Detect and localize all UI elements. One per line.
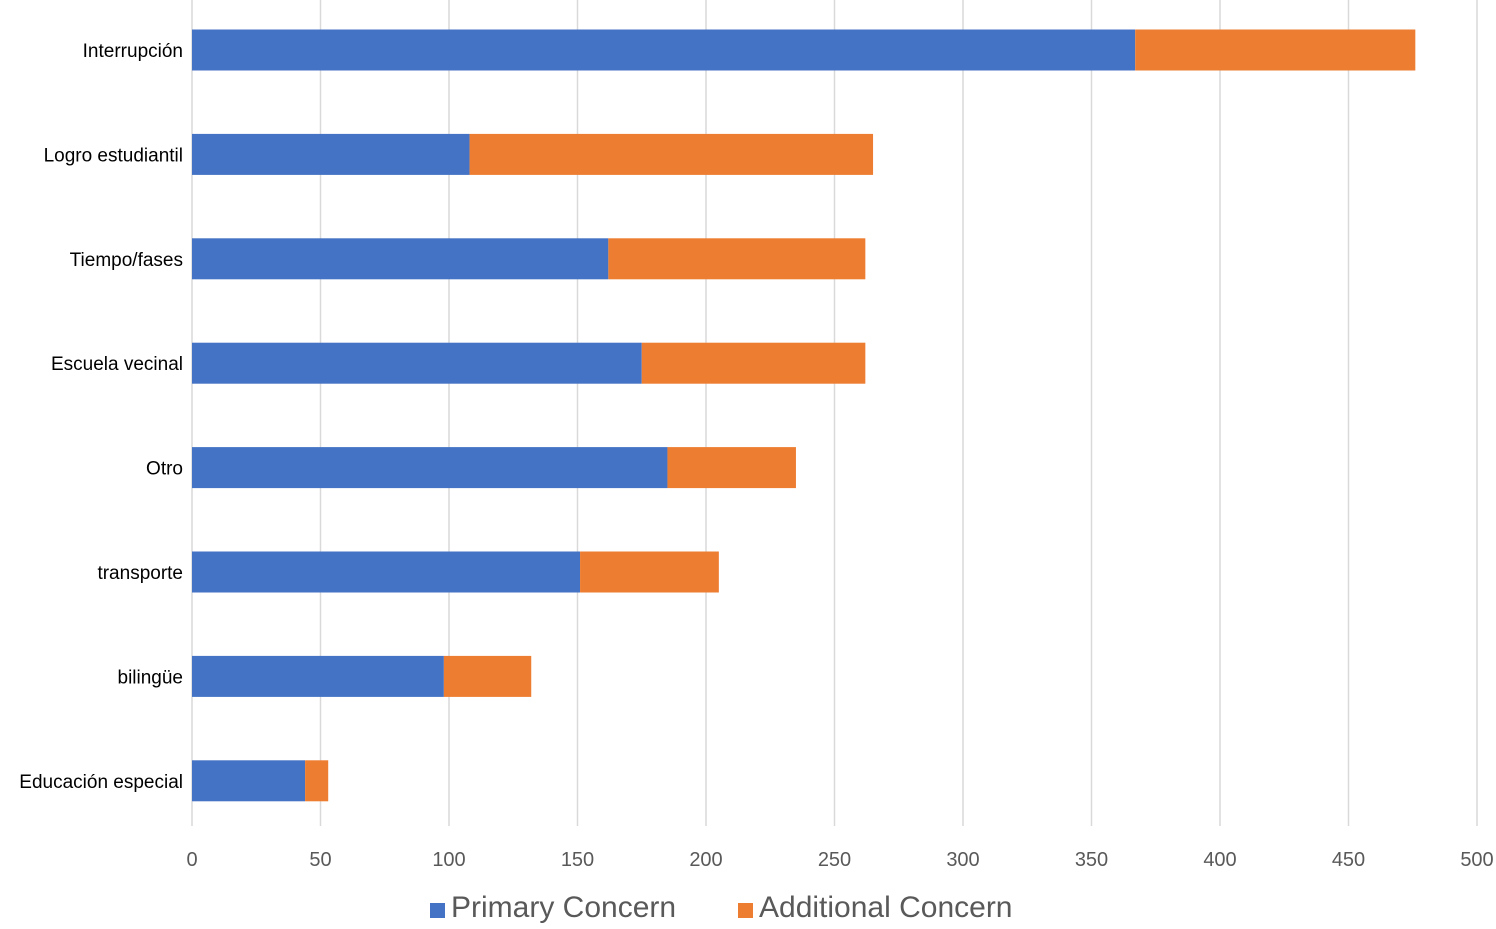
legend-label-0: Primary Concern [451, 891, 676, 924]
bar-additional-5 [580, 551, 719, 593]
bar-additional-6 [443, 655, 532, 697]
category-label: Logro estudiantil [44, 145, 183, 166]
bar-additional-2 [608, 238, 866, 280]
x-tick-label: 100 [432, 849, 465, 871]
legend-label-1: Additional Concern [759, 891, 1013, 924]
bar-additional-7 [305, 760, 329, 802]
bar-additional-4 [667, 447, 796, 489]
bar-additional-1 [469, 133, 874, 175]
bar-primary-5 [192, 551, 581, 593]
x-tick-label: 50 [309, 849, 331, 871]
category-label: bilingüe [118, 667, 184, 688]
x-tick-label: 350 [1075, 849, 1108, 871]
bar-primary-0 [192, 29, 1136, 71]
bar-additional-3 [641, 342, 866, 384]
x-tick-label: 500 [1460, 849, 1493, 871]
x-tick-label: 0 [186, 849, 197, 871]
category-label: Interrupción [83, 41, 183, 62]
bars [192, 29, 1416, 802]
category-label: Escuela vecinal [51, 354, 183, 375]
bar-primary-3 [192, 342, 642, 384]
x-tick-label: 300 [946, 849, 979, 871]
x-axis-tick-labels: 0 50 100 150 200 250 300 350 400 450 500 [186, 849, 1493, 871]
bar-primary-1 [192, 133, 470, 175]
bar-primary-7 [192, 760, 306, 802]
legend: Primary Concern Additional Concern [430, 891, 1013, 924]
x-tick-label: 150 [561, 849, 594, 871]
bar-primary-4 [192, 447, 668, 489]
x-tick-label: 250 [818, 849, 851, 871]
legend-swatch-1 [738, 903, 753, 918]
bar-primary-2 [192, 238, 609, 280]
category-label: transporte [97, 563, 183, 584]
gridlines [191, 0, 1478, 826]
x-tick-label: 450 [1332, 849, 1365, 871]
x-tick-label: 200 [689, 849, 722, 871]
category-label: Educación especial [19, 772, 183, 793]
x-tick-label: 400 [1203, 849, 1236, 871]
category-label: Otro [146, 459, 183, 480]
bar-primary-6 [192, 655, 444, 697]
category-label: Tiempo/fases [70, 250, 183, 271]
legend-swatch-0 [430, 903, 445, 918]
category-labels: Interrupción Logro estudiantil Tiempo/fase… [19, 41, 183, 793]
bar-additional-0 [1135, 29, 1416, 71]
